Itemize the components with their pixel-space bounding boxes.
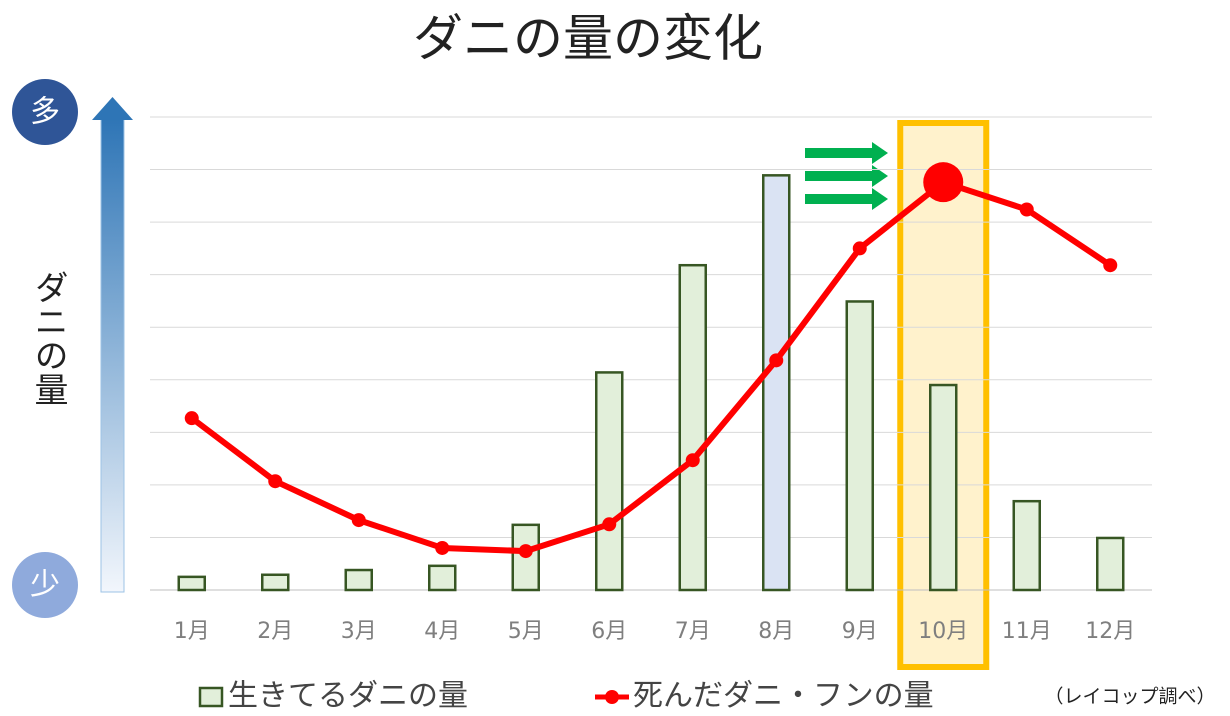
bar <box>845 300 874 592</box>
marker <box>852 241 867 256</box>
marker <box>268 474 283 489</box>
x-tick-label: 6月 <box>591 619 627 644</box>
marker <box>602 517 617 532</box>
bar <box>344 568 373 592</box>
bottom-label: 少 <box>30 568 60 603</box>
marker <box>351 513 366 528</box>
bar <box>511 523 540 592</box>
marker <box>769 353 784 368</box>
bottom-circle <box>12 552 78 618</box>
x-tick-label: 3月 <box>341 619 377 644</box>
marker <box>1019 202 1034 217</box>
bar <box>762 174 791 592</box>
top-label: 多 <box>30 95 60 130</box>
x-tick-label: 1月 <box>174 619 210 644</box>
x-tick-label: 8月 <box>758 619 794 644</box>
bar <box>1012 499 1041 592</box>
bar <box>595 371 624 592</box>
marker <box>1103 258 1118 273</box>
x-tick-label: 10月 <box>918 619 968 644</box>
y-axis-label: ダニの量 <box>28 270 68 406</box>
bar <box>929 383 958 592</box>
bar <box>428 564 457 592</box>
note: （レイコップ調べ） <box>1044 686 1215 708</box>
marker <box>184 411 199 426</box>
x-tick-label: 9月 <box>842 619 878 644</box>
marker <box>518 544 533 559</box>
x-tick-label: 11月 <box>1002 619 1052 644</box>
green-arrows <box>805 142 888 210</box>
x-tick-label: 4月 <box>424 619 460 644</box>
marker <box>435 540 450 555</box>
x-tick-label: 12月 <box>1085 619 1135 644</box>
x-tick-label: 5月 <box>508 619 544 644</box>
axis-arrow-head <box>92 97 133 120</box>
marker <box>923 162 964 203</box>
x-tick-label: 7月 <box>675 619 711 644</box>
top-circle <box>12 79 78 145</box>
chart-title: ダニの量の変化 <box>413 10 763 68</box>
axis-arrow <box>100 117 125 593</box>
legend-swatch <box>198 686 224 708</box>
bar <box>261 573 290 592</box>
legend-label: 死んだダニ・フンの量 <box>633 679 934 713</box>
legend-marker <box>605 690 619 704</box>
bar <box>678 263 707 592</box>
x-tick-label: 2月 <box>257 619 293 644</box>
bar <box>177 575 206 592</box>
legend-label: 生きてるダニの量 <box>228 679 468 713</box>
bar <box>1096 536 1125 592</box>
marker <box>685 453 700 468</box>
